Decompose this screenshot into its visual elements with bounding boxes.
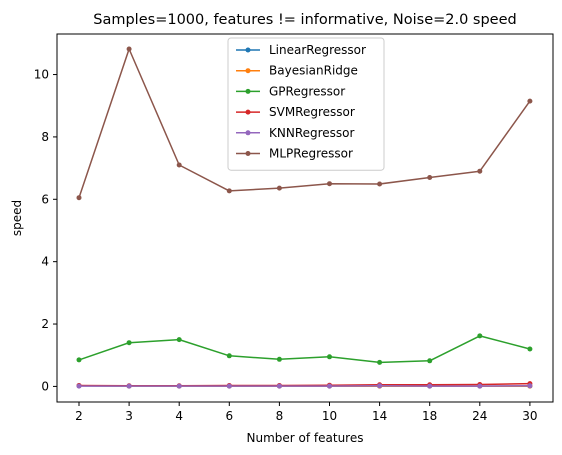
legend-marker (245, 151, 251, 156)
x-tick-label: 8 (276, 409, 284, 423)
legend-marker (245, 68, 251, 74)
x-tick-label: 6 (225, 409, 233, 423)
legend-label: LinearRegressor (269, 43, 366, 57)
x-tick-label: 30 (522, 409, 537, 423)
x-tick-label: 2 (75, 409, 83, 423)
data-point (327, 354, 332, 360)
series-line (78, 48, 531, 198)
legend-label: KNNRegressor (269, 126, 355, 140)
legend-marker (245, 130, 251, 136)
x-axis-label: Number of features (247, 431, 364, 445)
data-point (176, 337, 182, 343)
legend-box (227, 37, 385, 171)
data-point (477, 168, 483, 174)
y-tick-label: 8 (41, 130, 49, 144)
data-point (527, 98, 533, 104)
y-tick-label: 10 (34, 68, 49, 82)
legend-label: MLPRegressor (269, 147, 353, 161)
data-point (176, 383, 182, 389)
data-point (76, 195, 82, 201)
data-point (76, 383, 82, 389)
data-point (377, 181, 383, 187)
data-point (226, 353, 232, 359)
data-point (477, 383, 483, 389)
legend-label: SVMRegressor (269, 105, 355, 119)
legend: LinearRegressor BayesianRidge GPRegressor S… (227, 37, 385, 171)
series-line (78, 335, 531, 364)
x-tick-label: 10 (322, 409, 337, 423)
data-point (126, 340, 132, 346)
data-point (126, 383, 132, 389)
chart-title: Samples=1000, features != informative, N… (93, 12, 516, 28)
y-axis: 0 2 4 6 8 10 (34, 68, 57, 393)
data-point (226, 188, 232, 194)
data-point (527, 346, 533, 352)
data-point (427, 358, 433, 364)
y-tick-label: 2 (41, 317, 49, 331)
data-point (176, 162, 182, 168)
x-tick-label: 14 (372, 409, 387, 423)
data-point (226, 383, 232, 389)
plot-area (56, 33, 554, 403)
legend-marker (245, 88, 251, 94)
y-tick-label: 0 (41, 379, 49, 393)
plot-frame (56, 33, 554, 403)
data-point (76, 357, 82, 363)
legend-marker (245, 109, 251, 115)
data-point (276, 383, 282, 389)
y-tick-label: 6 (41, 192, 49, 206)
legend-label: BayesianRidge (269, 64, 358, 78)
data-point (327, 181, 332, 187)
data-point (126, 46, 132, 52)
x-tick-label: 24 (472, 409, 487, 423)
y-tick-label: 4 (41, 255, 49, 269)
data-point (427, 175, 433, 180)
data-point (377, 383, 383, 389)
x-tick-label: 4 (175, 409, 183, 423)
data-point (427, 383, 433, 389)
x-tick-label: 18 (422, 409, 437, 423)
data-point (327, 383, 332, 389)
data-point (276, 356, 282, 362)
data-point (527, 383, 533, 389)
data-point (377, 359, 383, 365)
x-tick-label: 3 (125, 409, 133, 423)
data-point (276, 185, 282, 191)
y-axis-label: speed (10, 200, 24, 236)
legend-marker (245, 47, 251, 53)
legend-label: GPRegressor (269, 84, 345, 98)
x-axis: 2 3 4 6 8 10 14 18 24 30 (75, 402, 538, 423)
data-point (477, 333, 483, 339)
